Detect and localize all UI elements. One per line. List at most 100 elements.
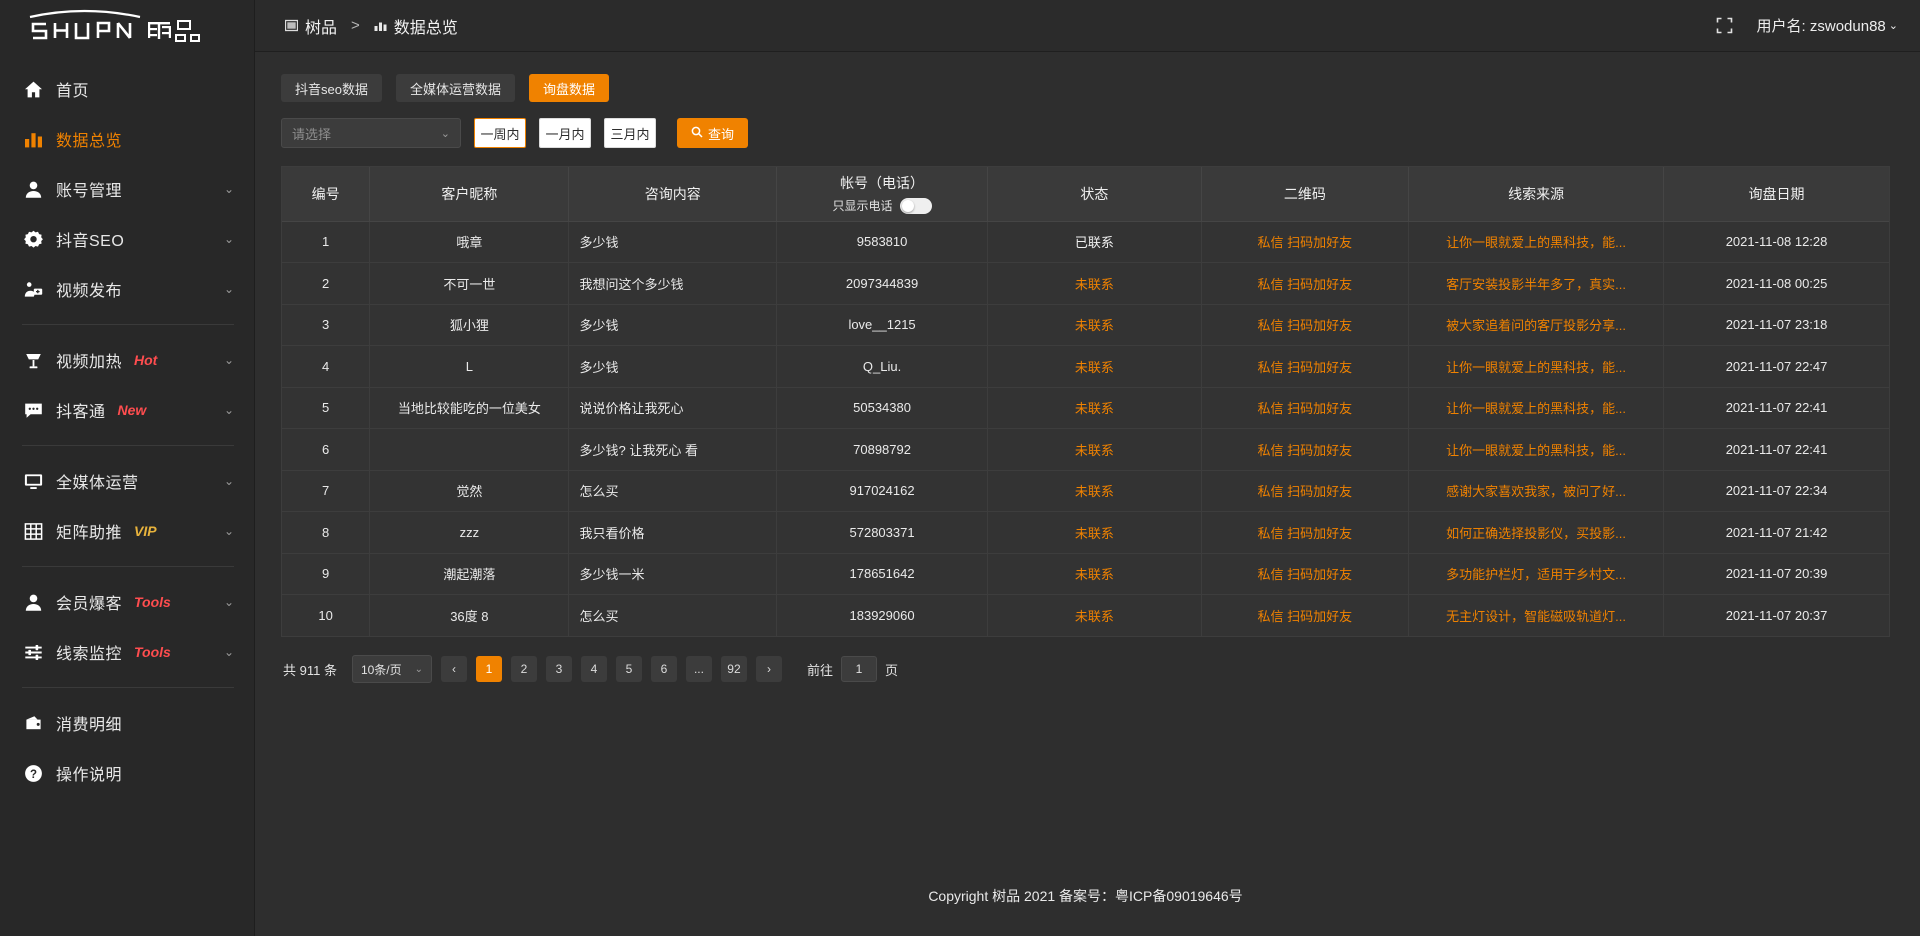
cell-account: 178651642 bbox=[776, 553, 989, 595]
brand-logo[interactable] bbox=[0, 0, 254, 52]
source-link[interactable]: 客厅安装投影半年多了，真实... bbox=[1446, 276, 1627, 292]
breadcrumb-current[interactable]: 数据总览 bbox=[374, 14, 458, 38]
qrcode-link[interactable]: 私信 扫码加好友 bbox=[1257, 609, 1353, 624]
page-button-5[interactable]: 5 bbox=[615, 656, 642, 682]
cell-source[interactable]: 让你一眼就爱上的黑科技，能... bbox=[1408, 387, 1665, 429]
tab-1[interactable]: 全媒体运营数据 bbox=[395, 74, 515, 102]
sidebar-item-抖音SEO[interactable]: 抖音SEO ⌄ bbox=[0, 214, 254, 264]
sidebar-item-首页[interactable]: 首页 bbox=[0, 64, 254, 114]
sidebar-item-账号管理[interactable]: 账号管理 ⌄ bbox=[0, 164, 254, 214]
cell-qrcode[interactable]: 私信 扫码加好友 bbox=[1201, 594, 1410, 636]
page-button-4[interactable]: 4 bbox=[580, 656, 607, 682]
sidebar-item-label: 视频发布 bbox=[56, 283, 123, 300]
tab-0[interactable]: 抖音seo数据 bbox=[281, 74, 382, 102]
sidebar-item-消费明细[interactable]: 消费明细 bbox=[0, 698, 254, 748]
qrcode-link[interactable]: 私信 扫码加好友 bbox=[1257, 567, 1353, 583]
breadcrumb-root[interactable]: 树品 bbox=[285, 14, 337, 38]
user-menu[interactable]: 用户名: zswodun88 ⌄ bbox=[1757, 15, 1898, 36]
sidebar-item-视频发布[interactable]: 视频发布 ⌄ bbox=[0, 264, 254, 314]
page-button-92[interactable]: 92 bbox=[720, 656, 747, 682]
range-button-1[interactable]: 一月内 bbox=[539, 118, 591, 148]
page-button-1[interactable]: 1 bbox=[475, 656, 502, 682]
sidebar-item-操作说明[interactable]: ? 操作说明 bbox=[0, 748, 254, 798]
search-button-label: 查询 bbox=[708, 126, 735, 142]
qrcode-link[interactable]: 私信 扫码加好友 bbox=[1257, 401, 1353, 417]
cell-qrcode[interactable]: 私信 扫码加好友 bbox=[1201, 304, 1410, 346]
sidebar-item-会员爆客[interactable]: 会员爆客 Tools ⌄ bbox=[0, 577, 254, 627]
qrcode-link[interactable]: 私信 扫码加好友 bbox=[1257, 359, 1353, 375]
monitor-icon bbox=[22, 470, 44, 492]
goto-unit: 页 bbox=[884, 662, 898, 678]
page-size-select[interactable]: 10条/页 ⌄ bbox=[351, 655, 432, 683]
sidebar-item-全媒体运营[interactable]: 全媒体运营 ⌄ bbox=[0, 456, 254, 506]
cell-account: 917024162 bbox=[776, 470, 989, 512]
qrcode-link[interactable]: 私信 扫码加好友 bbox=[1257, 276, 1353, 292]
qrcode-link[interactable]: 私信 扫码加好友 bbox=[1257, 484, 1353, 500]
expand-icon[interactable] bbox=[1716, 17, 1733, 34]
qrcode-link[interactable]: 私信 扫码加好友 bbox=[1257, 235, 1353, 251]
source-link[interactable]: 让你一眼就爱上的黑科技，能... bbox=[1446, 401, 1627, 417]
source-link[interactable]: 让你一眼就爱上的黑科技，能... bbox=[1446, 235, 1627, 251]
search-button[interactable]: 查询 bbox=[677, 118, 749, 148]
prev-page-button[interactable]: ‹ bbox=[440, 656, 467, 682]
source-link[interactable]: 如何正确选择投影仪，买投影... bbox=[1446, 525, 1627, 541]
breadcrumb-root-label: 树品 bbox=[305, 19, 338, 37]
cell-qrcode[interactable]: 私信 扫码加好友 bbox=[1201, 387, 1410, 429]
cell-qrcode[interactable]: 私信 扫码加好友 bbox=[1201, 428, 1410, 471]
table-row: 3 狐小狸 多少钱 love__1215 未联系 私信 扫码加好友 被大家追着问的客厅投影分… bbox=[282, 304, 1889, 346]
table-row: 7 觉然 怎么买 917024162 未联系 私信 扫码加好友 感谢大家喜欢我家，被问了好.… bbox=[282, 470, 1889, 512]
qrcode-link[interactable]: 私信 扫码加好友 bbox=[1257, 318, 1353, 334]
cell-qrcode[interactable]: 私信 扫码加好友 bbox=[1201, 345, 1410, 388]
cell-source[interactable]: 让你一眼就爱上的黑科技，能... bbox=[1408, 345, 1665, 388]
page-button-3[interactable]: 3 bbox=[545, 656, 572, 682]
source-link[interactable]: 多功能护栏灯，适用于乡村文... bbox=[1446, 567, 1627, 583]
sidebar-item-抖客通[interactable]: 抖客通 New ⌄ bbox=[0, 385, 254, 435]
page-button-...[interactable]: ... bbox=[685, 656, 712, 682]
range-button-2[interactable]: 三月内 bbox=[604, 118, 656, 148]
sidebar-item-线索监控[interactable]: 线索监控 Tools ⌄ bbox=[0, 627, 254, 677]
account-select[interactable]: 请选择 ⌄ bbox=[281, 118, 461, 148]
qrcode-link[interactable]: 私信 扫码加好友 bbox=[1257, 525, 1353, 541]
window-icon bbox=[285, 19, 298, 32]
range-button-0[interactable]: 一周内 bbox=[474, 118, 526, 148]
sidebar-item-视频加热[interactable]: 视频加热 Hot ⌄ bbox=[0, 335, 254, 385]
cell-qrcode[interactable]: 私信 扫码加好友 bbox=[1201, 221, 1410, 263]
source-link[interactable]: 让你一眼就爱上的黑科技，能... bbox=[1446, 442, 1627, 458]
cell-qrcode[interactable]: 私信 扫码加好友 bbox=[1201, 553, 1410, 595]
cell-source[interactable]: 让你一眼就爱上的黑科技，能... bbox=[1408, 221, 1665, 263]
cell-source[interactable]: 如何正确选择投影仪，买投影... bbox=[1408, 511, 1665, 554]
cell-qrcode[interactable]: 私信 扫码加好友 bbox=[1201, 511, 1410, 554]
sidebar-divider bbox=[22, 687, 234, 688]
tab-2[interactable]: 询盘数据 bbox=[528, 74, 609, 102]
cell-qrcode[interactable]: 私信 扫码加好友 bbox=[1201, 470, 1410, 512]
page-button-6[interactable]: 6 bbox=[650, 656, 677, 682]
cell-no: 4 bbox=[282, 345, 371, 388]
cell-source[interactable]: 无主灯设计，智能磁吸轨道灯... bbox=[1408, 594, 1665, 636]
phone-only-label: 只显示电话 bbox=[832, 199, 893, 214]
goto-page-input[interactable] bbox=[840, 656, 877, 682]
cell-source[interactable]: 多功能护栏灯，适用于乡村文... bbox=[1408, 553, 1665, 595]
source-link[interactable]: 让你一眼就爱上的黑科技，能... bbox=[1446, 359, 1627, 375]
page-button-2[interactable]: 2 bbox=[510, 656, 537, 682]
gear-icon bbox=[22, 228, 44, 250]
column-header-account-label: 帐号（电话） bbox=[840, 175, 925, 192]
cell-source[interactable]: 让你一眼就爱上的黑科技，能... bbox=[1408, 428, 1665, 471]
sidebar-item-数据总览[interactable]: 数据总览 bbox=[0, 114, 254, 164]
next-page-button[interactable]: › bbox=[755, 656, 782, 682]
source-link[interactable]: 无主灯设计，智能磁吸轨道灯... bbox=[1446, 609, 1627, 624]
chevron-down-icon: ⌄ bbox=[223, 595, 234, 609]
source-link[interactable]: 被大家追着问的客厅投影分享... bbox=[1446, 318, 1627, 334]
chevron-down-icon: ⌄ bbox=[223, 282, 234, 296]
cell-source[interactable]: 感谢大家喜欢我家，被问了好... bbox=[1408, 470, 1665, 512]
cell-source[interactable]: 被大家追着问的客厅投影分享... bbox=[1408, 304, 1665, 346]
status-badge: 未联系 bbox=[987, 345, 1202, 388]
qrcode-link[interactable]: 私信 扫码加好友 bbox=[1257, 442, 1353, 458]
cell-source[interactable]: 客厅安装投影半年多了，真实... bbox=[1408, 262, 1665, 305]
chevron-down-icon: ⌄ bbox=[223, 353, 234, 367]
phone-only-toggle[interactable] bbox=[899, 197, 932, 214]
column-header-content: 咨询内容 bbox=[568, 167, 778, 222]
sidebar-item-矩阵助推[interactable]: 矩阵助推 VIP ⌄ bbox=[0, 506, 254, 556]
cell-content: 多少钱 bbox=[568, 221, 778, 263]
cell-qrcode[interactable]: 私信 扫码加好友 bbox=[1201, 262, 1410, 305]
source-link[interactable]: 感谢大家喜欢我家，被问了好... bbox=[1446, 484, 1627, 500]
